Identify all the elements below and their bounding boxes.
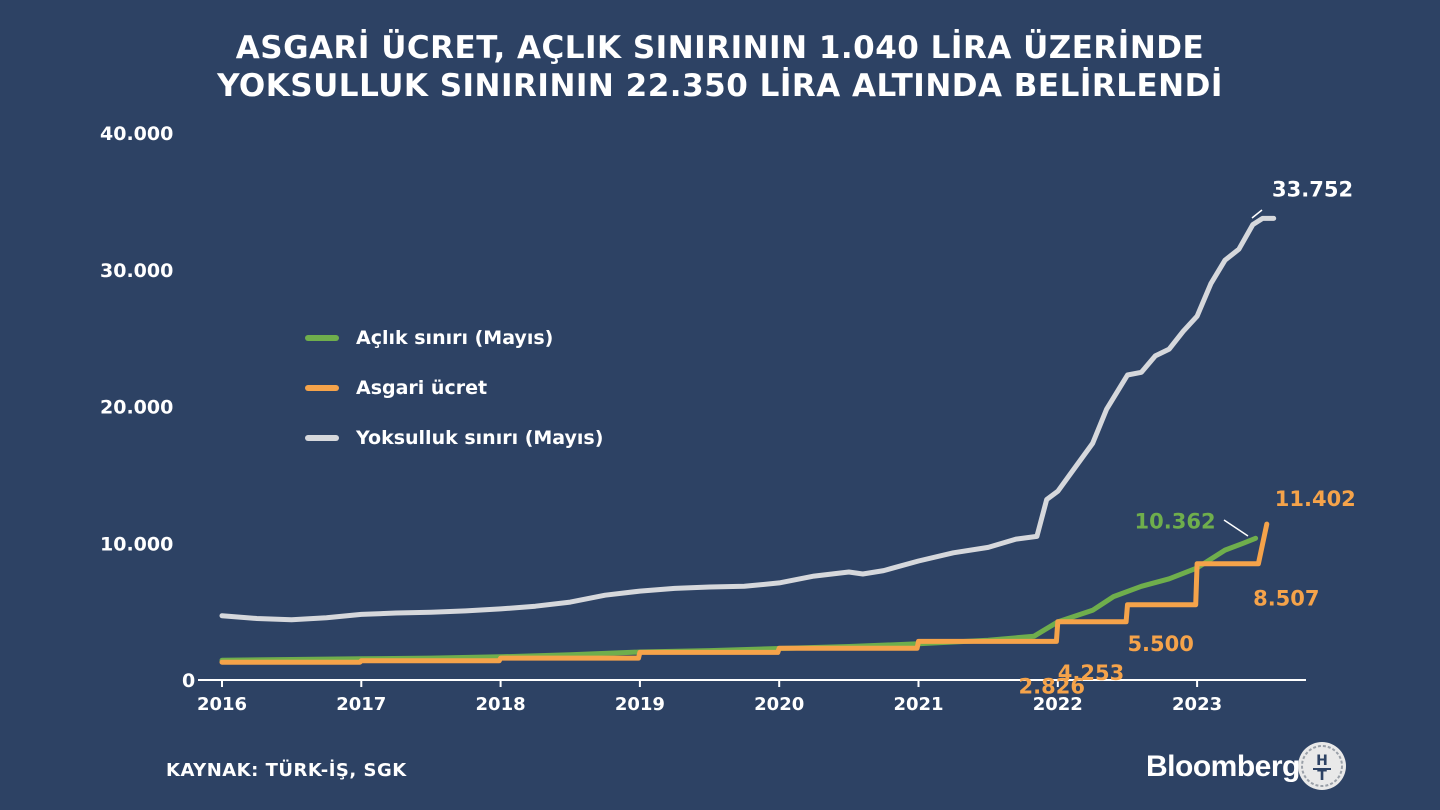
legend-label-aclik: Açlık sınırı (Mayıs) bbox=[356, 327, 553, 349]
svg-text:H: H bbox=[1316, 753, 1328, 769]
series-line-asgari bbox=[219, 521, 1270, 665]
y-tick-label: 30.000 bbox=[100, 260, 173, 282]
x-tick-label: 2018 bbox=[476, 694, 526, 715]
x-tick-label: 2016 bbox=[197, 694, 247, 715]
x-tick-label: 2017 bbox=[336, 694, 386, 715]
data-label-aclik: 10.362 bbox=[1135, 509, 1216, 533]
x-tick-label: 2023 bbox=[1172, 694, 1222, 715]
data-label-asgari: 11.402 bbox=[1275, 487, 1356, 511]
x-tick-label: 2020 bbox=[754, 694, 804, 715]
legend: Açlık sınırı (Mayıs) Asgari ücret Yoksullu… bbox=[305, 327, 603, 449]
chart-title-line-1: ASGARİ ÜCRET, AÇLIK SINIRININ 1.040 LİRA… bbox=[235, 30, 1205, 66]
x-tick-label: 2022 bbox=[1033, 694, 1083, 715]
y-axis-labels: 0 10.000 20.000 30.000 40.000 bbox=[100, 123, 195, 692]
series-line-aclik bbox=[219, 535, 1259, 663]
ht-badge-icon: H T bbox=[1298, 742, 1346, 790]
svg-text:T: T bbox=[1317, 768, 1327, 784]
data-label-asgari: 8.507 bbox=[1253, 587, 1319, 611]
bloomberg-logo: Bloomberg bbox=[1146, 750, 1300, 783]
x-tick-label: 2021 bbox=[893, 694, 943, 715]
data-label-yoksulluk: 33.752 bbox=[1272, 177, 1353, 201]
legend-label-asgari: Asgari ücret bbox=[356, 377, 487, 399]
series-line-yoksulluk bbox=[219, 215, 1277, 623]
y-tick-label: 0 bbox=[182, 670, 195, 692]
data-label-asgari: 4.253 bbox=[1058, 661, 1124, 685]
x-axis: 2016 2017 2018 2019 2020 2021 2022 2023 bbox=[197, 679, 1306, 715]
legend-label-yoksulluk: Yoksulluk sınırı (Mayıs) bbox=[355, 427, 603, 449]
data-label-asgari: 2.826 bbox=[1019, 674, 1085, 698]
y-tick-label: 20.000 bbox=[100, 397, 173, 419]
y-tick-label: 40.000 bbox=[100, 123, 173, 145]
series-lines bbox=[219, 215, 1277, 665]
data-label-leader bbox=[1223, 519, 1249, 537]
y-tick-label: 10.000 bbox=[100, 533, 173, 555]
source-note: KAYNAK: TÜRK-İŞ, SGK bbox=[166, 760, 407, 781]
data-label-asgari: 5.500 bbox=[1127, 632, 1193, 656]
chart-title-line-2: YOKSULLUK SINIRININ 22.350 LİRA ALTINDA … bbox=[217, 68, 1223, 104]
data-label-leader bbox=[1251, 209, 1263, 219]
x-tick-label: 2019 bbox=[615, 694, 665, 715]
